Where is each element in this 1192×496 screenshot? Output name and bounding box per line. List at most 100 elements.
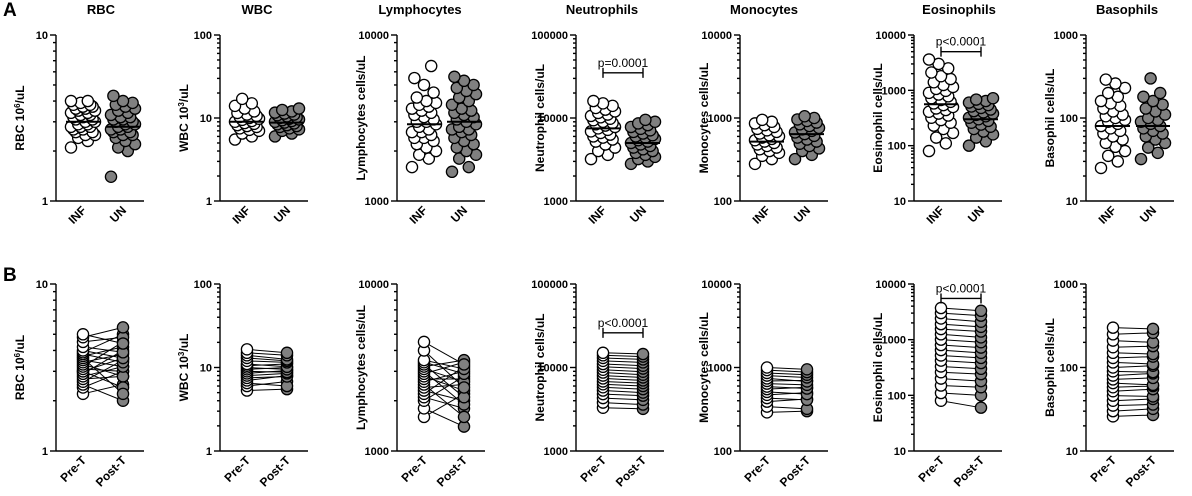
- pair-line: [82, 333, 124, 353]
- pair-line: [602, 377, 644, 381]
- pair-line: [423, 368, 465, 383]
- x-tick-label-b-eosinophils: Pre-T: [916, 453, 948, 485]
- y-tick-label-b-monocytes: 100: [714, 446, 732, 458]
- title-neutrophils: Neutrophils: [566, 2, 638, 17]
- pair-line: [246, 357, 288, 362]
- pair-line: [1112, 404, 1154, 407]
- title-wbc: WBC: [241, 2, 273, 17]
- pair-line: [246, 348, 288, 354]
- significance-bracket-b-eosinophils: p<0.0001: [936, 281, 987, 304]
- data-point-inf: [1111, 155, 1125, 168]
- y-tick-label-b-neutrophils: 1000: [544, 446, 568, 458]
- pair-line: [602, 386, 644, 390]
- pair-line: [246, 376, 288, 379]
- y-tick-label-b-rbc: 10: [36, 279, 48, 291]
- data-point-inf: [748, 157, 762, 171]
- y-tick-label-a-monocytes: 1000: [708, 113, 732, 125]
- x-tick-label-a-rbc: UN: [107, 203, 129, 225]
- pair-line: [766, 392, 808, 396]
- data-point-inf: [939, 137, 953, 150]
- y-tick-label-b-basophils: 1000: [1054, 279, 1078, 291]
- x-tick-label-a-eosinophils: INF: [924, 203, 948, 227]
- data-point-un: [1137, 90, 1150, 104]
- data-point-un: [639, 113, 652, 127]
- data-point-un: [962, 139, 976, 152]
- data-point-inf: [922, 53, 936, 66]
- y-tick-label-a-basophils: 10: [1066, 196, 1078, 208]
- pair-line: [766, 377, 808, 382]
- data-point-un: [1153, 86, 1167, 100]
- x-tick-label-b-monocytes: Pre-T: [742, 453, 774, 485]
- y-axis-label-b-basophils: Basophil cells/uL: [1043, 318, 1057, 417]
- pair-line: [940, 385, 982, 388]
- pair-line: [766, 410, 808, 413]
- y-tick-label-a-basophils: 100: [1060, 113, 1078, 125]
- data-point-un: [292, 102, 306, 115]
- x-tick-label-a-basophils: UN: [1137, 203, 1159, 225]
- pair-line: [82, 366, 124, 377]
- pair-line: [766, 397, 808, 401]
- x-tick-label-a-lymphocytes: INF: [407, 203, 431, 227]
- significance-bracket-a-eosinophils: p<0.0001: [936, 35, 987, 57]
- pair-line: [766, 391, 808, 395]
- pair-line: [940, 312, 982, 317]
- y-tick-label-a-wbc: 100: [194, 30, 212, 42]
- plot-b-monocytes: 100 1000 10000 Monocytes cells/uL Pre-T Post-…: [697, 279, 828, 490]
- y-tick-label-b-wbc: 1: [206, 446, 212, 458]
- y-tick-label-b-lymphocytes: 10000: [358, 279, 389, 291]
- x-tick-label-b-basophils: Post-T: [1123, 453, 1160, 490]
- data-point-inf: [1101, 149, 1115, 163]
- data-point-post-t: [116, 321, 130, 334]
- y-tick-label-a-eosinophils: 100: [888, 141, 906, 153]
- pair-line: [766, 375, 808, 378]
- x-tick-label-a-lymphocytes: UN: [448, 203, 470, 225]
- pair-line: [1112, 352, 1154, 355]
- pair-line: [246, 382, 288, 387]
- pair-line: [1112, 332, 1154, 335]
- data-point-post-t: [974, 304, 988, 318]
- y-tick-label-b-rbc: 1: [42, 446, 48, 458]
- data-point-un: [107, 89, 120, 103]
- pair-line: [246, 363, 288, 367]
- y-tick-label-a-rbc: 1: [42, 196, 48, 208]
- data-point-post-t: [800, 363, 814, 376]
- y-tick-label-a-neutrophils: 1000: [544, 196, 568, 208]
- pair-line: [82, 363, 124, 377]
- plot-b-neutrophils: 1000 10000 100000 Neutrophil cells/uL Pre-T P…: [531, 279, 664, 490]
- pair-line: [602, 407, 644, 410]
- pair-line: [423, 359, 465, 370]
- pair-line: [602, 360, 644, 363]
- x-tick-label-b-rbc: Pre-T: [58, 453, 90, 485]
- pair-line: [82, 346, 124, 357]
- data-point-un: [462, 160, 476, 174]
- x-tick-label-b-eosinophils: Post-T: [951, 453, 988, 490]
- y-tick-label-b-basophils: 100: [1060, 363, 1078, 375]
- plot-a-basophils: 10 100 1000 Basophil cells/uL INF UN: [1043, 30, 1174, 227]
- pair-line: [246, 352, 288, 356]
- x-tick-label-a-neutrophils: INF: [586, 203, 610, 227]
- y-axis-label-b-rbc: RBC 106/uL: [13, 335, 28, 400]
- x-tick-label-b-wbc: Post-T: [257, 453, 294, 490]
- pair-line: [766, 372, 808, 376]
- pair-line: [423, 370, 465, 405]
- pair-line: [82, 375, 124, 380]
- pair-line: [602, 402, 644, 406]
- pair-line: [602, 369, 644, 373]
- data-point-un: [1144, 72, 1157, 85]
- pair-line: [940, 333, 982, 338]
- data-point-inf: [408, 71, 421, 85]
- data-point-post-t: [457, 410, 471, 424]
- pair-line: [940, 360, 982, 364]
- pair-line: [766, 386, 808, 390]
- pair-line: [602, 375, 644, 378]
- data-point-un: [104, 170, 118, 183]
- plot-b-basophils: 10 100 1000 Basophil cells/uL Pre-T Post-T: [1043, 279, 1174, 490]
- y-tick-label-b-wbc: 10: [200, 363, 212, 375]
- data-point-un: [986, 91, 1000, 105]
- plot-a-lymphocytes: 1000 10000 Lymphocytes cells/uL INF UN: [354, 30, 485, 227]
- data-point-pre-t: [76, 328, 90, 341]
- data-point-inf: [1101, 86, 1115, 100]
- pair-line: [940, 339, 982, 343]
- x-tick-label-b-lymphocytes: Post-T: [434, 453, 471, 490]
